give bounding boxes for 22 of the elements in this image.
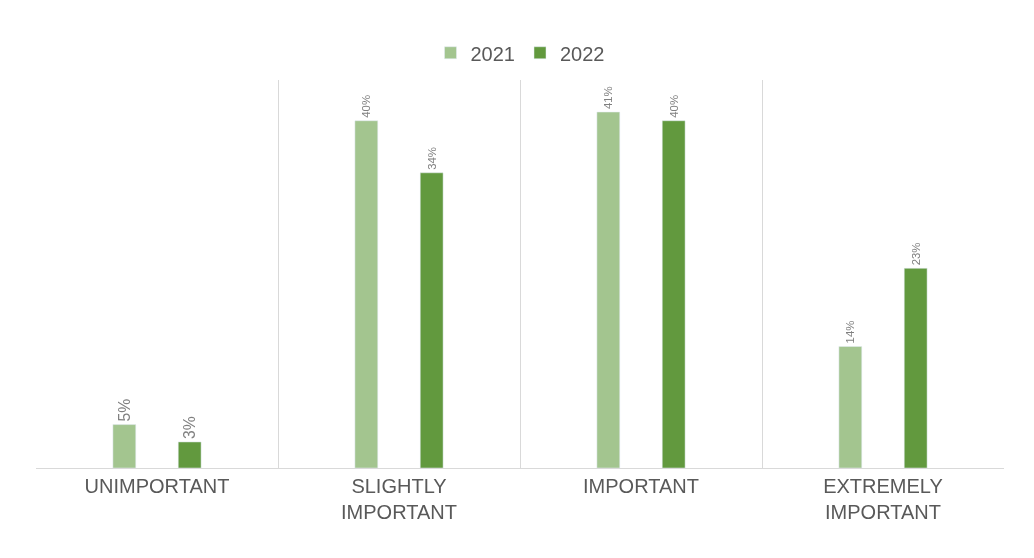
x-tick-label: UNIMPORTANT bbox=[84, 475, 230, 497]
bar bbox=[419, 172, 444, 468]
x-tick-label: EXTREMELY IMPORTANT bbox=[823, 475, 943, 523]
data-label: 34% bbox=[425, 147, 438, 170]
bar bbox=[354, 120, 379, 468]
x-tick-label: IMPORTANT bbox=[583, 475, 699, 497]
data-label: 5% bbox=[115, 398, 133, 422]
data-label: 40% bbox=[667, 94, 680, 118]
data-label: 23% bbox=[909, 242, 922, 266]
data-label: 14% bbox=[844, 320, 857, 344]
bar bbox=[596, 111, 621, 468]
bar bbox=[112, 424, 137, 468]
legend-label: 2022 bbox=[560, 42, 605, 65]
data-label: 3% bbox=[181, 416, 199, 439]
x-tick-label: SLIGHTLY IMPORTANT bbox=[341, 475, 457, 523]
bar bbox=[903, 268, 928, 468]
bar bbox=[661, 120, 686, 468]
data-label: 41% bbox=[602, 86, 615, 110]
data-label: 40% bbox=[360, 94, 373, 118]
bar bbox=[838, 346, 863, 468]
bar bbox=[177, 441, 202, 468]
legend-label: 2021 bbox=[470, 42, 515, 65]
